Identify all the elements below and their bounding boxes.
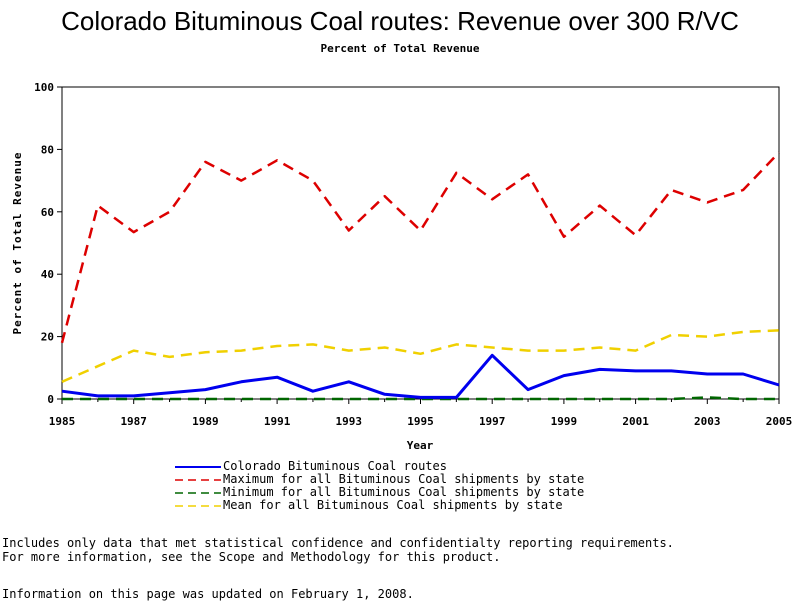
- legend-swatch-colorado: [175, 465, 221, 468]
- legend-swatch-mean: [175, 504, 221, 507]
- y-tick-label: 0: [47, 393, 54, 406]
- x-tick-label: 1989: [192, 415, 219, 428]
- footnotes: Includes only data that met statistical …: [2, 536, 800, 564]
- y-tick-label: 100: [34, 81, 54, 94]
- x-tick-label: 1987: [120, 415, 147, 428]
- legend: Colorado Bituminous Coal routes Maximum …: [175, 460, 695, 512]
- y-tick-label: 60: [41, 206, 54, 219]
- legend-item-minimum: Minimum for all Bituminous Coal shipment…: [175, 486, 695, 499]
- x-tick-label: 2003: [694, 415, 721, 428]
- legend-label-colorado: Colorado Bituminous Coal routes: [223, 459, 447, 473]
- legend-label-minimum: Minimum for all Bituminous Coal shipment…: [223, 485, 585, 499]
- x-tick-label: 2001: [622, 415, 649, 428]
- y-axis: 0 20 40 60 80 100: [34, 81, 62, 406]
- plot-frame: [61, 86, 780, 400]
- series-line-mean: [61, 329, 780, 383]
- legend-swatch-minimum: [175, 491, 221, 494]
- legend-label-mean: Mean for all Bituminous Coal shipments b…: [223, 498, 563, 512]
- y-axis-label: Percent of Total Revenue: [11, 152, 24, 335]
- series-line-colorado: [61, 353, 780, 399]
- series-lines: [60, 151, 780, 401]
- legend-item-mean: Mean for all Bituminous Coal shipments b…: [175, 499, 695, 512]
- x-axis: 1985 1987 1989 1991 1993 1995 1997 1999 2001 2003…: [49, 399, 793, 428]
- update-notice: Information on this page was updated on …: [2, 587, 414, 601]
- chart-subtitle: Percent of Total Revenue: [320, 42, 480, 55]
- x-tick-label: 1995: [407, 415, 434, 428]
- x-tick-label: 2005: [766, 415, 793, 428]
- x-axis-label: Year: [407, 439, 434, 452]
- series-line-maximum: [60, 151, 780, 344]
- series-line-minimum: [62, 396, 779, 401]
- legend-swatch-maximum: [175, 478, 221, 481]
- legend-item-maximum: Maximum for all Bituminous Coal shipment…: [175, 473, 695, 486]
- footnote-confidence: Includes only data that met statistical …: [2, 536, 674, 550]
- y-tick-label: 80: [41, 143, 54, 156]
- y-tick-label: 40: [41, 268, 54, 281]
- chart-title: Colorado Bituminous Coal routes: Revenue…: [61, 6, 739, 36]
- legend-item-colorado: Colorado Bituminous Coal routes: [175, 460, 695, 473]
- legend-label-maximum: Maximum for all Bituminous Coal shipment…: [223, 472, 585, 486]
- x-tick-label: 1997: [479, 415, 506, 428]
- footnote-methodology: For more information, see the Scope and …: [2, 550, 501, 564]
- x-tick-label: 1985: [49, 415, 76, 428]
- y-tick-label: 20: [41, 331, 54, 344]
- x-tick-label: 1993: [336, 415, 363, 428]
- x-tick-label: 1999: [551, 415, 578, 428]
- x-tick-label: 1991: [264, 415, 291, 428]
